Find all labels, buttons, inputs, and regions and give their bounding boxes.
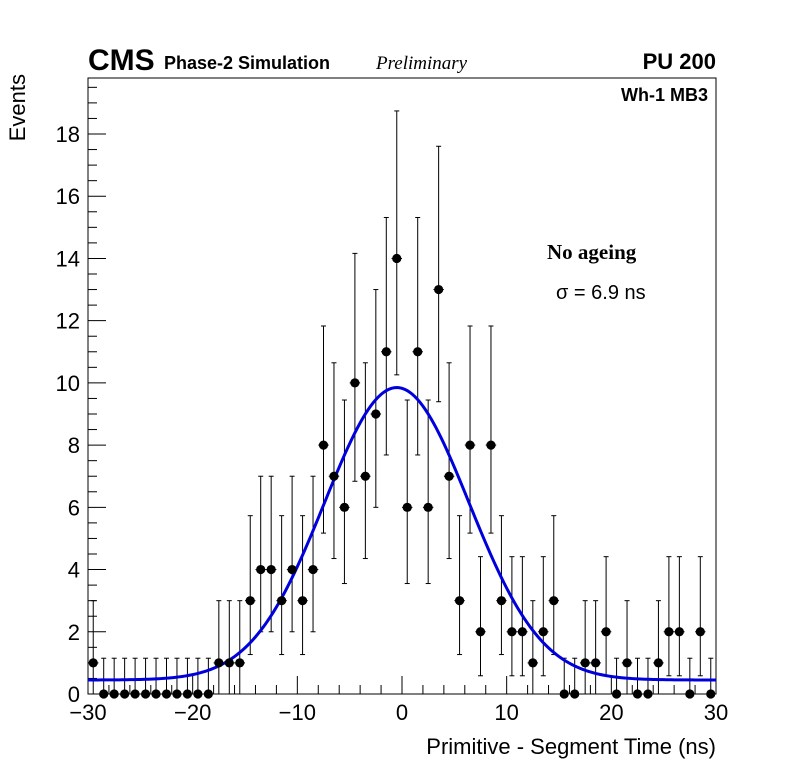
ageing-annotation: No ageing — [547, 240, 637, 264]
data-point — [130, 689, 140, 699]
y-tick-label: 0 — [68, 682, 80, 707]
x-tick-label: −30 — [69, 700, 106, 725]
phase2-label: Phase-2 Simulation — [164, 53, 330, 73]
data-point — [140, 689, 151, 699]
y-tick-label: 10 — [56, 371, 80, 396]
y-tick-label: 4 — [68, 558, 80, 583]
data-point — [580, 658, 590, 668]
data-point — [381, 347, 391, 357]
data-point — [360, 471, 370, 481]
data-point — [214, 658, 224, 668]
data-point — [496, 596, 507, 606]
y-tick-label: 8 — [68, 433, 80, 458]
data-point — [664, 627, 674, 637]
data-point — [413, 347, 423, 357]
error-bars — [88, 110, 716, 695]
data-point — [109, 689, 119, 699]
data-point — [193, 689, 203, 699]
data-point — [528, 658, 538, 668]
y-tick-label: 18 — [56, 122, 80, 147]
data-point — [308, 564, 318, 575]
data-point — [611, 689, 622, 699]
data-point — [99, 689, 109, 699]
data-point — [465, 440, 475, 450]
data-point — [339, 502, 350, 512]
data-point — [371, 409, 381, 419]
data-point — [402, 502, 412, 512]
data-point — [643, 689, 653, 699]
y-tick-label: 2 — [68, 620, 80, 645]
data-point — [695, 627, 705, 637]
data-point — [549, 596, 559, 606]
data-point — [632, 689, 643, 699]
data-point — [559, 689, 569, 699]
y-axis-title: Events — [5, 74, 30, 141]
preliminary-label: Preliminary — [375, 53, 468, 74]
pileup-label: PU 200 — [643, 49, 716, 74]
x-tick-label: 30 — [704, 700, 728, 725]
data-point — [454, 596, 465, 606]
data-point — [517, 627, 527, 637]
data-point — [507, 627, 517, 637]
x-axis-title: Primitive - Segment Time (ns) — [426, 734, 716, 759]
plot-frame — [87, 77, 717, 695]
y-tick-label: 14 — [56, 246, 80, 271]
data-point — [653, 658, 664, 668]
data-point — [486, 440, 496, 450]
data-point — [570, 689, 580, 699]
x-tick-label: −10 — [279, 700, 316, 725]
data-point — [475, 627, 486, 637]
x-tick-labels: −30 −20 −10 0 10 20 30 — [69, 700, 728, 725]
cms-label: CMS — [88, 44, 155, 77]
gaussian-fit-curve — [87, 386, 716, 682]
data-point — [287, 564, 297, 575]
chamber-label: Wh-1 MB3 — [621, 85, 708, 105]
axes — [87, 86, 717, 695]
data-point — [235, 658, 245, 668]
data-point — [318, 440, 329, 450]
data-point — [277, 596, 287, 606]
data-point — [674, 627, 684, 637]
data-point — [297, 596, 308, 606]
y-tick-label: 12 — [56, 309, 80, 334]
data-point — [203, 689, 213, 699]
data-point — [392, 253, 402, 264]
data-point — [601, 627, 611, 637]
data-point — [706, 689, 716, 699]
data-point — [350, 378, 360, 388]
data-point — [423, 502, 433, 512]
data-point — [444, 471, 454, 481]
data-point — [120, 689, 130, 699]
data-point — [329, 471, 339, 481]
data-point — [591, 658, 601, 668]
data-points — [88, 253, 716, 699]
x-tick-label: 20 — [599, 700, 623, 725]
data-point — [245, 596, 255, 606]
data-point — [538, 627, 548, 637]
data-point — [434, 284, 444, 295]
data-point — [151, 689, 161, 699]
y-tick-label: 16 — [56, 184, 80, 209]
x-tick-label: −20 — [174, 700, 211, 725]
data-point — [622, 658, 632, 668]
data-point — [256, 564, 266, 575]
data-point — [88, 658, 98, 668]
data-point — [182, 689, 193, 699]
data-point — [685, 689, 695, 699]
y-tick-labels: 0 2 4 6 8 10 12 14 16 18 — [56, 122, 80, 707]
sigma-annotation: σ = 6.9 ns — [556, 282, 646, 304]
y-tick-label: 6 — [68, 495, 80, 520]
data-point — [266, 564, 276, 575]
data-point — [172, 689, 182, 699]
data-point — [224, 658, 234, 668]
x-tick-label: 0 — [396, 700, 408, 725]
x-tick-label: 10 — [494, 700, 518, 725]
data-point — [161, 689, 172, 699]
